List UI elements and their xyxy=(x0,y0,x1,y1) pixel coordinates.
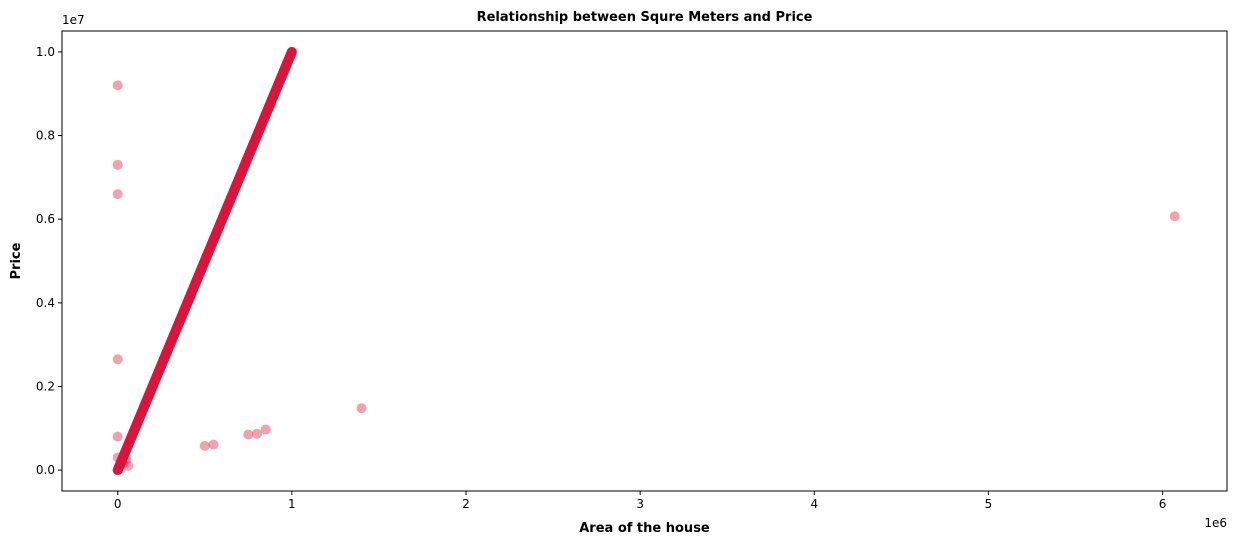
scatter-point xyxy=(1169,211,1180,222)
y-tick-label: 0.4 xyxy=(36,296,55,310)
scatter-point xyxy=(112,80,123,91)
scatter-point xyxy=(199,440,210,451)
x-tick-label: 6 xyxy=(1159,497,1167,511)
x-axis-offset-label: 1e6 xyxy=(1204,516,1227,530)
x-axis: 0 1 2 3 4 5 6 xyxy=(114,491,1166,511)
scatter-point xyxy=(112,159,123,170)
scatter-point xyxy=(356,403,367,414)
plot-background xyxy=(62,31,1227,491)
scatter-point xyxy=(112,431,123,442)
scatter-point xyxy=(243,429,254,440)
y-axis: 0.0 0.2 0.4 0.6 0.8 1.0 xyxy=(36,45,62,477)
y-axis-offset-label: 1e7 xyxy=(62,13,85,27)
plot-frame xyxy=(61,30,1228,492)
y-axis-title: Price xyxy=(9,242,24,279)
scatter-point xyxy=(208,439,219,450)
y-tick-label: 1.0 xyxy=(36,45,55,59)
y-tick-label: 0.0 xyxy=(36,463,55,477)
x-tick-label: 0 xyxy=(114,497,122,511)
x-axis-title: Area of the house xyxy=(579,521,710,536)
plot-area xyxy=(61,30,1228,492)
chart-title: Relationship between Squre Meters and Pr… xyxy=(477,10,813,25)
scatter-point xyxy=(260,424,271,435)
trend-layer xyxy=(112,46,297,476)
x-tick-label: 4 xyxy=(810,497,818,511)
scatter-point xyxy=(252,428,263,439)
scatter-point xyxy=(112,189,123,200)
x-tick-label: 1 xyxy=(288,497,296,511)
x-tick-label: 5 xyxy=(985,497,993,511)
scatter-point xyxy=(112,354,123,365)
y-tick-label: 0.8 xyxy=(36,129,55,143)
x-tick-label: 2 xyxy=(462,497,470,511)
trend-marker xyxy=(286,46,297,57)
y-tick-label: 0.6 xyxy=(36,212,55,226)
x-tick-label: 3 xyxy=(636,497,644,511)
y-tick-label: 0.2 xyxy=(36,379,55,393)
